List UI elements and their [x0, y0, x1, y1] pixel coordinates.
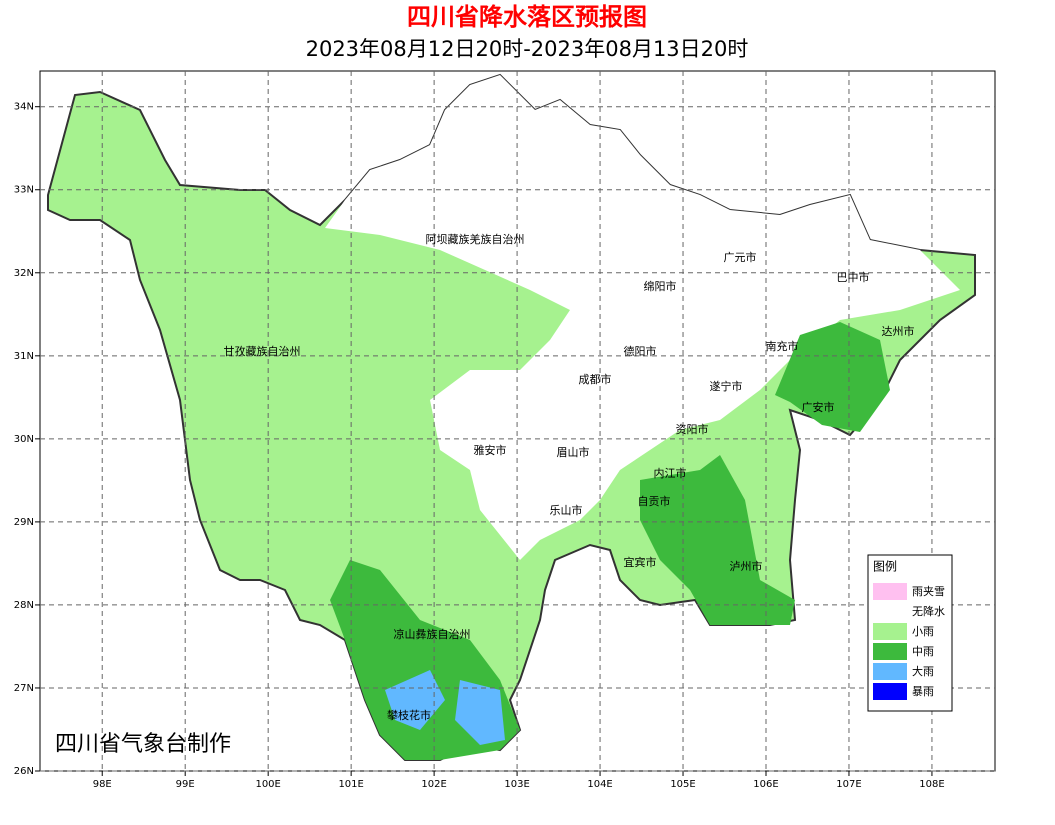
y-tick-label: 26N: [14, 766, 34, 777]
city-label: 资阳市: [676, 422, 709, 436]
y-tick-label: 29N: [14, 517, 34, 528]
legend-title: 图例: [873, 560, 897, 574]
legend-swatch: [873, 663, 907, 680]
legend-label: 小雨: [912, 625, 934, 638]
city-label: 内江市: [654, 466, 687, 480]
city-label: 甘孜藏族自治州: [224, 344, 301, 358]
x-tick-label: 108E: [919, 779, 944, 790]
city-label: 巴中市: [837, 270, 870, 284]
city-label: 广元市: [724, 250, 757, 264]
city-label: 乐山市: [550, 503, 583, 517]
legend-label: 中雨: [912, 645, 934, 658]
y-tick-label: 28N: [14, 600, 34, 611]
city-label: 眉山市: [557, 445, 590, 459]
heavy-rain-area: [455, 680, 505, 745]
city-label: 绵阳市: [644, 279, 677, 293]
x-tick-label: 98E: [93, 779, 112, 790]
x-tick-label: 100E: [255, 779, 280, 790]
city-label: 阿坝藏族羌族自治州: [426, 232, 525, 246]
x-tick-label: 104E: [587, 779, 612, 790]
x-tick-label: 103E: [504, 779, 529, 790]
medium-rain-area: [640, 455, 795, 625]
city-label: 达州市: [882, 324, 915, 338]
y-tick-label: 34N: [14, 102, 34, 113]
city-label: 遂宁市: [710, 379, 743, 393]
title: 四川省降水落区预报图: [407, 3, 647, 31]
subtitle: 2023年08月12日20时-2023年08月13日20时: [306, 37, 749, 61]
city-label: 雅安市: [474, 443, 507, 457]
footer: 四川省气象台制作: [55, 732, 231, 757]
y-tick-label: 32N: [14, 268, 34, 279]
city-label: 自贡市: [638, 494, 671, 508]
city-label: 广安市: [802, 400, 835, 414]
legend-swatch: [873, 583, 907, 600]
y-tick-label: 30N: [14, 434, 34, 445]
medium-rain-area: [775, 322, 890, 432]
x-tick-label: 107E: [836, 779, 861, 790]
city-label: 凉山彝族自治州: [394, 627, 471, 641]
city-label: 德阳市: [624, 344, 657, 358]
x-tick-label: 106E: [753, 779, 778, 790]
map-shapes: [47, 73, 976, 761]
legend-label: 无降水: [912, 604, 945, 618]
x-tick-label: 105E: [670, 779, 695, 790]
city-label: 攀枝花市: [387, 708, 431, 722]
legend-swatch: [873, 623, 907, 640]
legend-label: 雨夹雪: [912, 585, 945, 598]
city-labels: 阿坝藏族羌族自治州 广元市 巴中市 绵阳市 达州市 德阳市 南充市 甘孜藏族自治…: [224, 232, 915, 722]
legend-label: 暴雨: [912, 685, 934, 698]
x-tick-label: 101E: [338, 779, 363, 790]
city-label: 宜宾市: [624, 555, 657, 569]
legend-swatch: [873, 643, 907, 660]
legend-swatch: [873, 603, 907, 620]
heavy-rain-area: [385, 670, 445, 730]
legend-label: 大雨: [912, 664, 934, 678]
grid: 98E 99E 100E 101E 102E 103E 104E 105E 106E 107E 10…: [14, 71, 995, 790]
y-tick-label: 31N: [14, 351, 34, 362]
city-label: 成都市: [579, 372, 612, 386]
city-label: 南充市: [766, 339, 799, 353]
x-tick-label: 102E: [421, 779, 446, 790]
y-tick-label: 27N: [14, 683, 34, 694]
legend-swatch: [873, 683, 907, 700]
y-tick-label: 33N: [14, 185, 34, 196]
city-label: 泸州市: [730, 559, 763, 573]
x-tick-label: 99E: [176, 779, 195, 790]
